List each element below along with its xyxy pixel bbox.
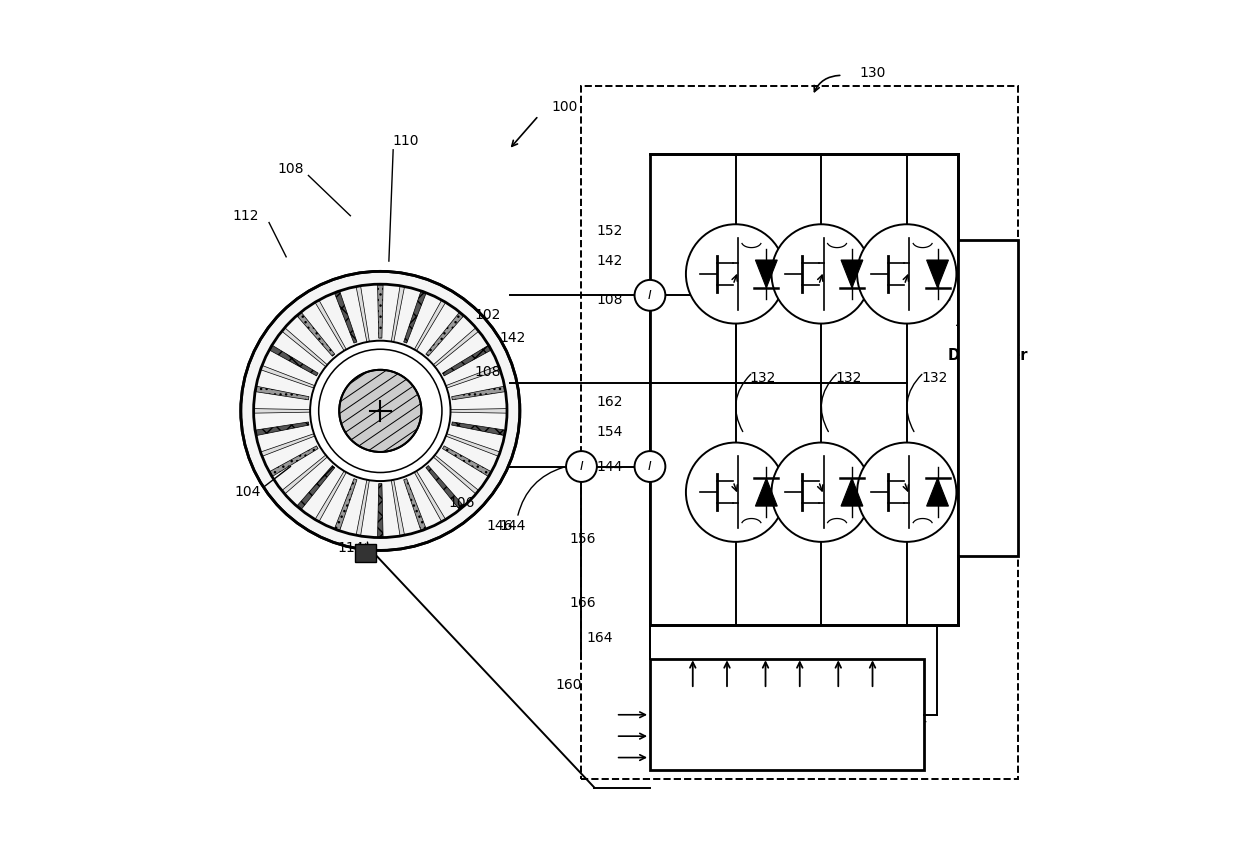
Polygon shape	[451, 386, 505, 400]
Polygon shape	[377, 484, 383, 537]
Text: DC Power: DC Power	[949, 348, 1028, 363]
Text: 162: 162	[596, 395, 622, 409]
Text: I: I	[649, 460, 652, 473]
Polygon shape	[255, 422, 309, 436]
Text: 132: 132	[921, 372, 947, 385]
Circle shape	[686, 224, 785, 324]
Polygon shape	[433, 455, 479, 494]
Text: 146: 146	[487, 520, 513, 533]
Polygon shape	[281, 455, 327, 494]
Polygon shape	[450, 408, 507, 413]
Circle shape	[567, 451, 596, 482]
Polygon shape	[425, 466, 464, 509]
Circle shape	[635, 280, 666, 311]
Polygon shape	[254, 408, 310, 413]
Bar	[356, 544, 376, 562]
Polygon shape	[414, 471, 445, 521]
Polygon shape	[446, 434, 500, 456]
Polygon shape	[414, 300, 445, 351]
Text: +: +	[934, 289, 952, 310]
Polygon shape	[446, 366, 500, 388]
Text: 130: 130	[859, 66, 885, 80]
Text: 156: 156	[569, 532, 595, 546]
Polygon shape	[451, 422, 505, 436]
Text: 142: 142	[500, 331, 526, 345]
Polygon shape	[298, 312, 335, 356]
Text: I: I	[579, 460, 583, 473]
Polygon shape	[315, 300, 346, 351]
Polygon shape	[926, 479, 949, 506]
Polygon shape	[281, 328, 327, 366]
Polygon shape	[443, 446, 491, 476]
Text: 144: 144	[500, 520, 526, 533]
Text: 144: 144	[596, 460, 622, 473]
Text: 132: 132	[750, 372, 776, 385]
Polygon shape	[356, 479, 370, 536]
Polygon shape	[255, 386, 309, 400]
Text: 160: 160	[556, 678, 582, 692]
Text: Supply: Supply	[960, 407, 1017, 423]
Text: 110: 110	[393, 134, 419, 148]
Circle shape	[771, 224, 870, 324]
Circle shape	[635, 451, 666, 482]
Text: 154: 154	[596, 425, 622, 439]
Text: 164: 164	[587, 631, 613, 645]
Circle shape	[310, 341, 450, 481]
Circle shape	[771, 443, 870, 542]
Text: 142: 142	[596, 254, 622, 268]
Polygon shape	[841, 260, 863, 288]
Circle shape	[686, 443, 785, 542]
Polygon shape	[260, 366, 315, 388]
Polygon shape	[755, 479, 777, 506]
Polygon shape	[404, 292, 427, 343]
Text: 140: 140	[822, 714, 849, 728]
Polygon shape	[392, 479, 404, 536]
Text: 100: 100	[551, 100, 578, 114]
Polygon shape	[926, 260, 949, 288]
Polygon shape	[433, 328, 479, 366]
Text: 102: 102	[474, 308, 501, 322]
Polygon shape	[260, 434, 315, 456]
Polygon shape	[270, 446, 319, 476]
Polygon shape	[404, 479, 427, 530]
Text: 152: 152	[596, 224, 622, 238]
Bar	[582, 86, 1018, 779]
Bar	[650, 659, 924, 770]
Text: 132: 132	[836, 372, 862, 385]
Bar	[959, 240, 1018, 556]
Polygon shape	[298, 466, 335, 509]
Polygon shape	[392, 286, 404, 342]
Circle shape	[857, 224, 956, 324]
Polygon shape	[425, 312, 464, 356]
Text: 166: 166	[569, 597, 595, 610]
Polygon shape	[443, 346, 491, 376]
Text: 112: 112	[233, 209, 259, 223]
Polygon shape	[335, 479, 357, 530]
Text: 108: 108	[474, 366, 501, 379]
Polygon shape	[377, 285, 383, 338]
Text: I: I	[649, 288, 652, 302]
Text: 114: 114	[337, 541, 363, 555]
Text: 106: 106	[449, 496, 475, 510]
Polygon shape	[356, 286, 370, 342]
Text: 108: 108	[278, 163, 304, 176]
Polygon shape	[315, 471, 346, 521]
Text: 108: 108	[596, 293, 622, 306]
Bar	[650, 154, 959, 625]
Polygon shape	[841, 479, 863, 506]
Text: 104: 104	[234, 485, 260, 499]
Polygon shape	[755, 260, 777, 288]
Circle shape	[319, 349, 441, 473]
Circle shape	[241, 271, 520, 550]
Polygon shape	[270, 346, 319, 376]
Circle shape	[857, 443, 956, 542]
Polygon shape	[335, 292, 357, 343]
Text: Control Module: Control Module	[715, 705, 858, 724]
Text: −: −	[934, 486, 952, 507]
Text: 120: 120	[971, 312, 997, 325]
Circle shape	[340, 370, 422, 452]
